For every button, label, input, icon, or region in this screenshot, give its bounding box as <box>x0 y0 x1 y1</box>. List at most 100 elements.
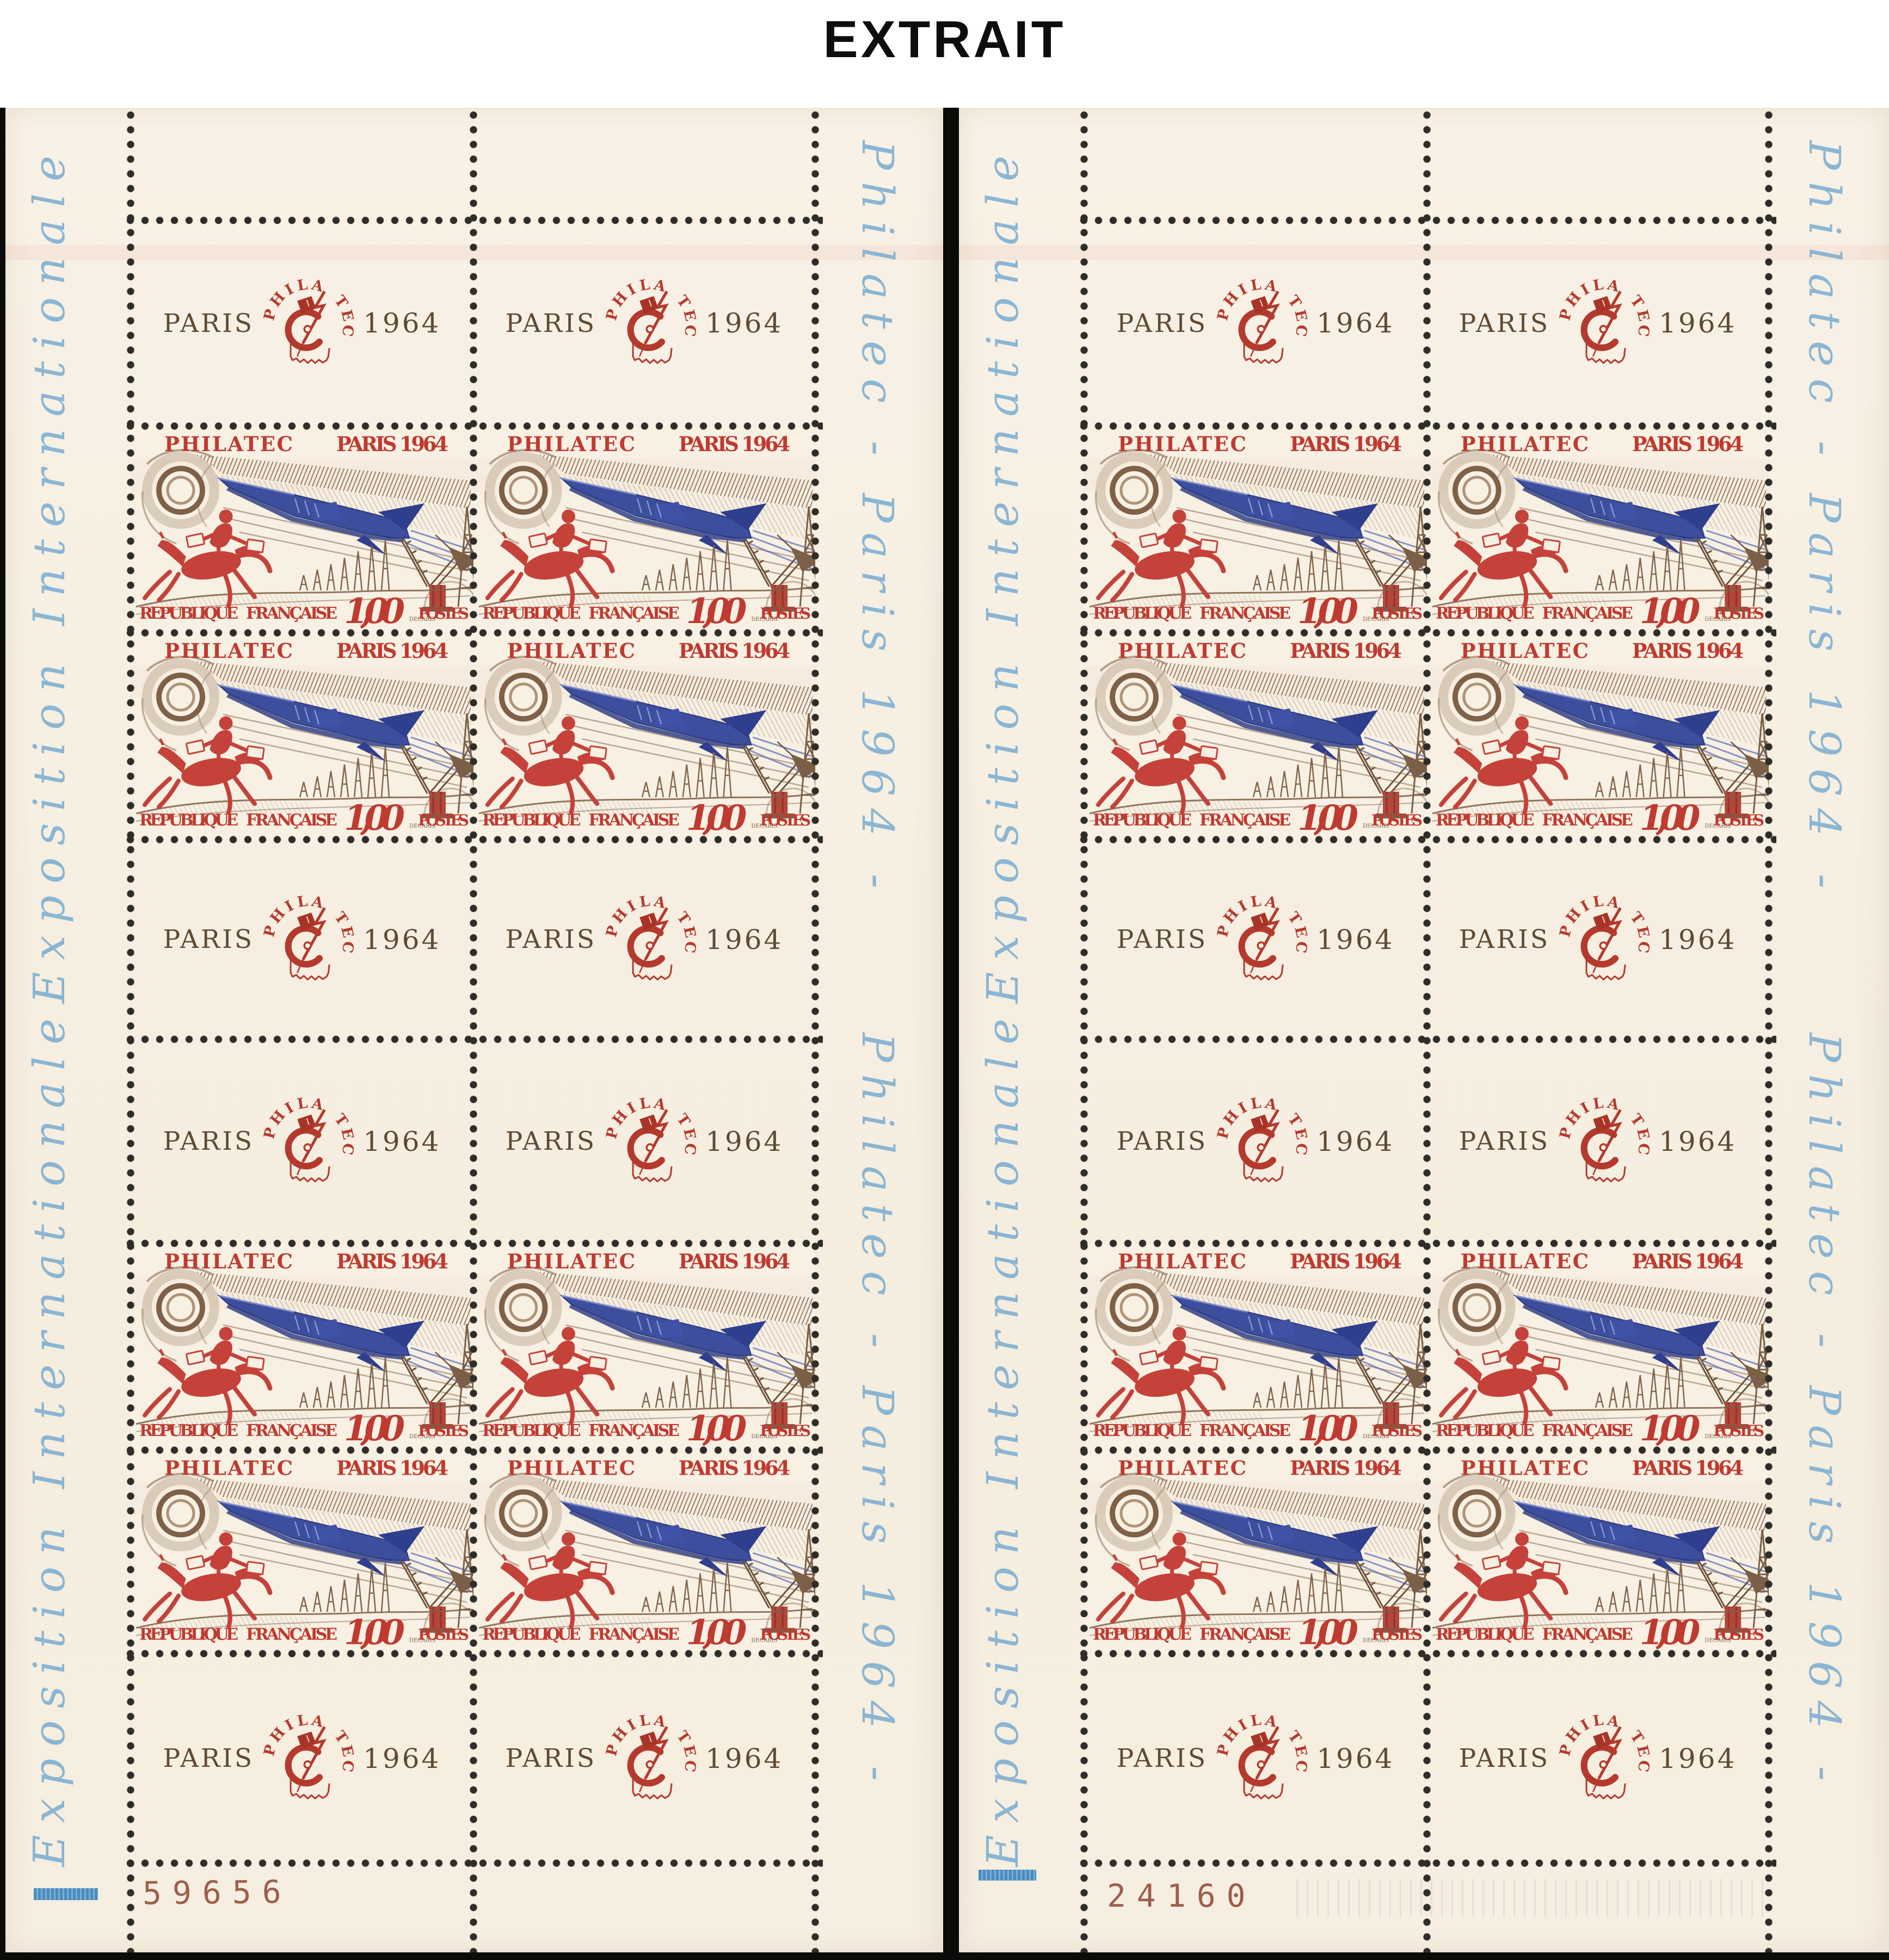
svg-text:DECARIS: DECARIS <box>1363 823 1389 829</box>
stamp: PHILATEC PARIS 1964 REPUBLIQUE FRANÇAISE… <box>1427 633 1769 840</box>
svg-text:DECARIS: DECARIS <box>409 617 436 622</box>
stamp: PHILATEC PARIS 1964 REPUBLIQUE FRANÇAISE… <box>131 426 473 633</box>
svg-text:FRANÇAISE: FRANÇAISE <box>588 1625 679 1644</box>
stamp-illustration: PHILATEC PARIS 1964 REPUBLIQUE FRANÇAISE… <box>473 1243 815 1450</box>
svg-text:POSTES: POSTES <box>418 811 469 829</box>
label-paris-text: PARIS <box>1116 308 1208 338</box>
stamp-sheet-right: PARIS P H I L A T E C 1964 PARIS P H I L… <box>959 108 1889 1952</box>
svg-text:1,00: 1,00 <box>344 1612 405 1652</box>
perforation-line <box>1765 108 1773 1952</box>
svg-text:C: C <box>339 1759 357 1773</box>
philatec-logo-icon: P H I L A T E C <box>261 1095 357 1182</box>
perforation-line <box>123 1446 823 1454</box>
margin-inscription-left: Exposition Internationale <box>977 144 1028 1004</box>
svg-text:E: E <box>337 1126 356 1141</box>
philatec-logo-icon: P H I L A T E C <box>1214 893 1310 981</box>
label-paris-text: PARIS <box>163 1743 255 1773</box>
svg-text:DECARIS: DECARIS <box>409 823 436 829</box>
svg-text:POSTES: POSTES <box>1713 605 1764 622</box>
svg-text:P: P <box>261 307 280 322</box>
label-cell: PARIS P H I L A T E C 1964 <box>1084 220 1427 426</box>
perforation-line <box>1076 629 1776 637</box>
svg-text:REPUBLIQUE: REPUBLIQUE <box>1093 604 1192 623</box>
svg-text:REPUBLIQUE: REPUBLIQUE <box>1436 1421 1534 1440</box>
svg-text:POSTES: POSTES <box>418 605 469 622</box>
svg-text:P: P <box>603 924 622 939</box>
svg-text:POSTES: POSTES <box>1371 1422 1423 1440</box>
svg-text:FRANÇAISE: FRANÇAISE <box>1199 1421 1291 1440</box>
svg-text:P: P <box>261 1743 280 1758</box>
svg-text:PHILATEC: PHILATEC <box>507 432 636 456</box>
svg-text:PHILATEC: PHILATEC <box>1461 432 1590 456</box>
svg-text:DECARIS: DECARIS <box>1363 617 1389 622</box>
svg-text:POSTES: POSTES <box>418 1422 469 1440</box>
svg-text:PARIS 1964: PARIS 1964 <box>1632 639 1745 663</box>
svg-text:DECARIS: DECARIS <box>1705 823 1731 829</box>
stamp-illustration: PHILATEC PARIS 1964 REPUBLIQUE FRANÇAISE… <box>1427 633 1769 840</box>
svg-text:H: H <box>1563 289 1585 310</box>
svg-text:H: H <box>1221 289 1242 310</box>
svg-text:C: C <box>681 940 699 954</box>
svg-text:T: T <box>331 1728 351 1746</box>
svg-text:POSTES: POSTES <box>760 1626 811 1644</box>
svg-text:T: T <box>673 909 693 927</box>
svg-text:POSTES: POSTES <box>1371 1626 1423 1644</box>
svg-text:1,00: 1,00 <box>344 798 405 839</box>
svg-text:P: P <box>1214 924 1233 939</box>
sheet-number: 24160 <box>1107 1877 1257 1914</box>
label-paris-text: PARIS <box>505 308 597 338</box>
svg-text:DECARIS: DECARIS <box>751 1434 777 1440</box>
svg-text:PARIS 1964: PARIS 1964 <box>679 639 791 663</box>
title-band: EXTRAIT <box>0 0 1889 108</box>
svg-text:E: E <box>1291 1126 1310 1141</box>
perforation-line <box>123 1859 823 1867</box>
svg-text:H: H <box>610 1724 631 1745</box>
svg-text:T: T <box>331 292 351 311</box>
stamp-illustration: PHILATEC PARIS 1964 REPUBLIQUE FRANÇAISE… <box>473 426 815 633</box>
stamp: PHILATEC PARIS 1964 REPUBLIQUE FRANÇAISE… <box>473 426 815 633</box>
label-cell: PARIS P H I L A T E C 1964 <box>473 220 815 426</box>
stamp-illustration: PHILATEC PARIS 1964 REPUBLIQUE FRANÇAISE… <box>473 1450 815 1654</box>
stamp-illustration: PHILATEC PARIS 1964 REPUBLIQUE FRANÇAISE… <box>1084 426 1427 633</box>
philatec-logo-icon: P H I L A T E C <box>1214 1712 1310 1799</box>
svg-text:T: T <box>1284 1728 1305 1746</box>
philatec-logo-icon: P H I L A T E C <box>1556 1712 1653 1799</box>
svg-text:1,00: 1,00 <box>344 1408 405 1449</box>
svg-text:PARIS 1964: PARIS 1964 <box>1290 639 1403 663</box>
margin-inscription-right: Philatec - Paris 1964 - <box>852 140 903 901</box>
stamp: PHILATEC PARIS 1964 REPUBLIQUE FRANÇAISE… <box>1084 633 1427 840</box>
svg-text:H: H <box>1563 1107 1585 1128</box>
label-cell: PARIS P H I L A T E C 1964 <box>473 840 815 1039</box>
svg-text:REPUBLIQUE: REPUBLIQUE <box>139 604 238 623</box>
perforation-line <box>811 108 819 1952</box>
svg-text:E: E <box>337 308 356 323</box>
label-paris-text: PARIS <box>163 924 255 954</box>
label-year-text: 1964 <box>1316 923 1395 956</box>
svg-text:E: E <box>337 924 356 939</box>
margin-inscription-right: Philatec - Paris 1964 - <box>1799 1033 1850 1793</box>
svg-text:DECARIS: DECARIS <box>1363 1637 1389 1643</box>
svg-text:E: E <box>680 924 699 939</box>
label-year-text: 1964 <box>1316 1742 1395 1774</box>
svg-text:L: L <box>1592 893 1605 911</box>
philatec-logo-icon: P H I L A T E C <box>261 893 357 981</box>
svg-text:P: P <box>1556 1743 1576 1758</box>
svg-text:C: C <box>1292 1142 1310 1156</box>
svg-text:L: L <box>638 893 651 911</box>
svg-text:C: C <box>1292 1759 1310 1773</box>
svg-text:C: C <box>1634 940 1653 954</box>
label-paris-text: PARIS <box>505 924 597 954</box>
svg-text:H: H <box>267 1724 289 1745</box>
stamp-illustration: PHILATEC PARIS 1964 REPUBLIQUE FRANÇAISE… <box>1427 1243 1769 1450</box>
svg-text:DECARIS: DECARIS <box>409 1637 436 1643</box>
svg-text:POSTES: POSTES <box>1371 605 1423 622</box>
svg-text:T: T <box>1627 292 1647 311</box>
svg-text:E: E <box>1291 1743 1310 1758</box>
perforation-line <box>1076 217 1776 224</box>
perforation-line <box>1076 422 1776 430</box>
svg-text:PARIS 1964: PARIS 1964 <box>1290 432 1403 456</box>
label-cell: PARIS P H I L A T E C 1964 <box>1084 1039 1427 1243</box>
label-paris-text: PARIS <box>163 308 255 338</box>
svg-text:P: P <box>1556 924 1576 939</box>
